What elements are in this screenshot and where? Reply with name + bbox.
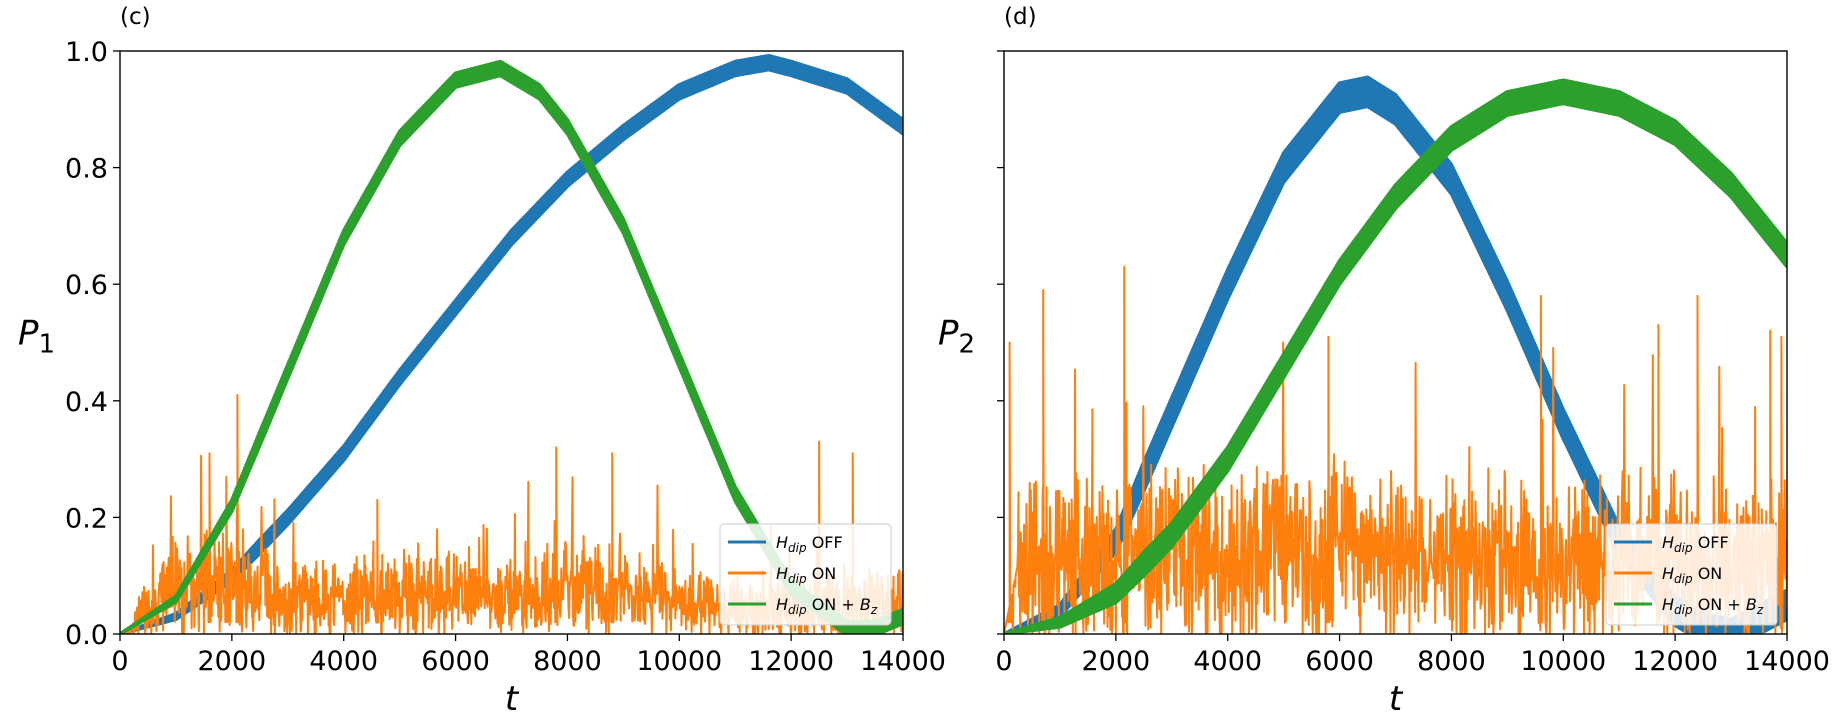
legend-entry: Hdip ON + Bz [1662, 595, 1764, 617]
x-axis-title: t [505, 679, 520, 718]
x-tick-label: 14000 [1744, 646, 1830, 677]
legend-box [1605, 523, 1778, 626]
axes-frame [1003, 50, 1788, 635]
y-tick-label: 0.2 [65, 503, 108, 534]
panel-label: (d) [1004, 4, 1037, 30]
x-tick-label: 10000 [1520, 646, 1606, 677]
legend-entry: Hdip ON + Bz [776, 595, 878, 617]
series-line-on- [1004, 78, 1787, 634]
x-tick-label: 0 [995, 646, 1012, 677]
legend-entry: Hdip ON [1662, 564, 1722, 586]
y-tick-label: 0.4 [65, 387, 108, 418]
y-tick-label: 1.0 [65, 37, 108, 68]
x-tick-label: 10000 [636, 646, 722, 677]
legend-entry: Hdip ON [776, 564, 836, 586]
legend: Hdip OFF Hdip ON Hdip ON + Bz [719, 523, 892, 626]
panel-d: 0 2000 4000 6000 8000 10000 12000 14000 (d) t P2 Hd… [938, 4, 1830, 718]
x-tick-label: 14000 [860, 646, 946, 677]
x-tick-label: 2000 [1081, 646, 1150, 677]
y-axis-title: P1 [18, 314, 55, 360]
x-tick-label: 6000 [1305, 646, 1374, 677]
x-tick-label: 4000 [1193, 646, 1262, 677]
x-tick-label: 0 [111, 646, 128, 677]
axes-frame [119, 50, 904, 635]
y-tick-label: 0.6 [65, 270, 108, 301]
legend-box [719, 523, 892, 626]
y-tick-label: 0.8 [65, 154, 108, 185]
x-tick-label: 6000 [421, 646, 490, 677]
panel-label: (c) [120, 4, 151, 30]
x-tick-label: 12000 [1632, 646, 1718, 677]
x-tick-label: 4000 [309, 646, 378, 677]
x-tick-label: 12000 [748, 646, 834, 677]
x-tick-label: 8000 [1417, 646, 1486, 677]
x-tick-label: 2000 [197, 646, 266, 677]
x-tick-label: 8000 [533, 646, 602, 677]
legend-entry: Hdip OFF [1662, 533, 1729, 555]
x-axis-title: t [1389, 679, 1404, 718]
y-tick-label: 0.0 [65, 620, 108, 651]
panel-c: 0 2000 4000 6000 8000 10000 12000 14000 0.0 0.2 0.… [18, 4, 946, 718]
legend: Hdip OFF Hdip ON Hdip ON + Bz [1605, 523, 1778, 626]
y-axis-title: P2 [938, 314, 975, 360]
legend-entry: Hdip OFF [776, 533, 843, 555]
series-line-off [120, 53, 903, 634]
